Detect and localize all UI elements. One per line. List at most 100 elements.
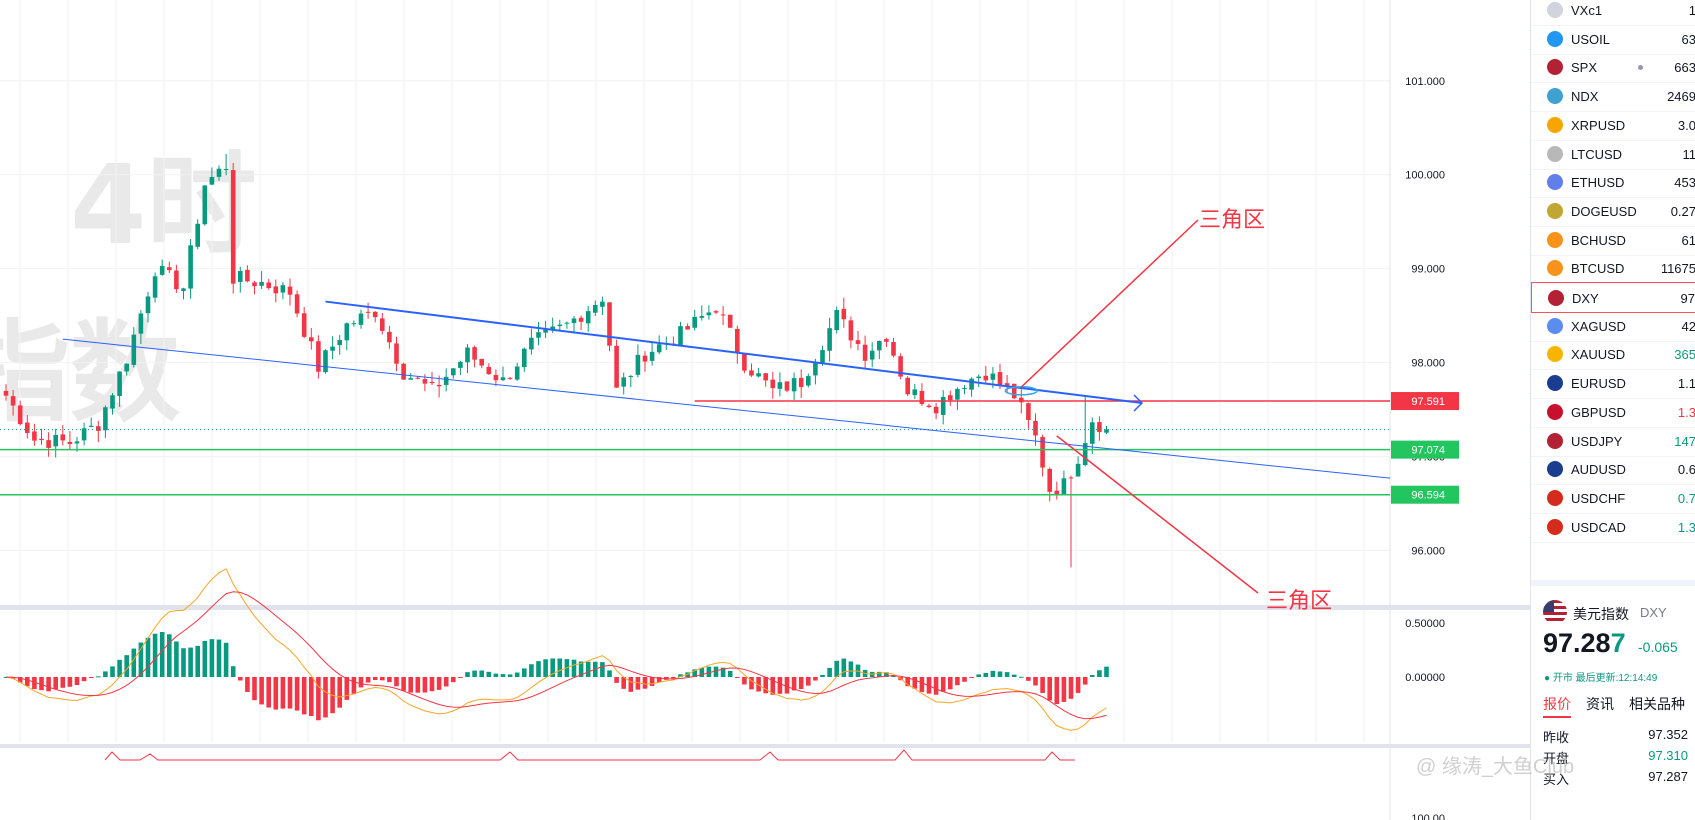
macd-bar: [458, 677, 463, 678]
macd-bar: [1104, 666, 1109, 677]
watchlist-row-ethusd[interactable]: ETHUSD 453: [1531, 167, 1695, 199]
watchlist-row-usdcad[interactable]: USDCAD 1.3: [1531, 512, 1695, 543]
candle: [976, 376, 981, 379]
us-flag-icon: [1543, 600, 1567, 624]
macd-bar: [948, 677, 953, 690]
macd-bar: [1090, 675, 1095, 677]
watchlist-price: 0.27: [1670, 203, 1695, 219]
watchlist-row-btcusd[interactable]: BTCUSD 11675: [1531, 253, 1695, 285]
candle: [252, 282, 257, 287]
macd-bar: [486, 671, 492, 677]
macd-bar: [976, 674, 981, 677]
candle: [699, 316, 705, 318]
macd-bar: [472, 670, 477, 677]
candle: [309, 337, 314, 342]
macd-axis-tick: 0.00000: [1405, 672, 1445, 684]
macd-bar: [806, 677, 811, 686]
candle: [259, 281, 264, 286]
candle: [1054, 490, 1060, 495]
watchlist-symbol: ETHUSD: [1571, 175, 1625, 191]
watchlist-row-usoil[interactable]: USOIL 63: [1531, 24, 1695, 55]
watchlist-price: 2469: [1667, 89, 1695, 105]
macd-bar: [955, 677, 960, 686]
bchusd-icon: [1547, 231, 1563, 248]
candle: [32, 431, 37, 441]
candle: [912, 389, 918, 396]
macd-bar: [600, 662, 605, 677]
price-axis-tick: 96.000: [1411, 546, 1445, 558]
macd-bar: [529, 664, 534, 677]
candle: [1082, 443, 1088, 465]
macd-bar: [1082, 677, 1088, 685]
watchlist-price: 63: [1681, 31, 1695, 47]
macd-bar: [266, 677, 271, 708]
candle: [88, 425, 94, 427]
watchlist-row-gbpusd[interactable]: GBPUSD 1.3: [1531, 397, 1695, 428]
tab-quote[interactable]: 报价: [1543, 696, 1571, 712]
candle: [713, 311, 719, 313]
tab-news[interactable]: 资讯: [1586, 696, 1614, 712]
candle: [238, 271, 243, 282]
macd-bar: [1040, 677, 1045, 693]
watchlist-symbol: AUDUSD: [1571, 462, 1626, 478]
candle: [557, 324, 563, 327]
watchlist-row-bchusd[interactable]: BCHUSD 61: [1531, 225, 1695, 256]
watchlist-row-usdchf[interactable]: USDCHF 0.7: [1531, 483, 1695, 514]
candle: [763, 373, 768, 381]
macd-bar: [1004, 672, 1010, 677]
watchlist-row-xrpusd[interactable]: XRPUSD 3.0: [1531, 110, 1695, 141]
watchlist-row-xagusd[interactable]: XAGUSD 42: [1531, 311, 1695, 342]
watchlist-symbol: XAGUSD: [1571, 318, 1626, 334]
candle: [1004, 383, 1010, 386]
watchlist-row-spx[interactable]: SPX 663: [1531, 52, 1695, 84]
usoil-icon: [1547, 30, 1563, 47]
macd-bar: [990, 670, 996, 677]
macd-bar: [436, 677, 442, 690]
watchlist-row-dxy[interactable]: DXY 97: [1531, 282, 1695, 313]
watchlist-row-usdjpy[interactable]: USDJPY 147: [1531, 426, 1695, 457]
candle: [486, 366, 492, 375]
watchlist-row-vxc1[interactable]: VXc1 1: [1531, 0, 1695, 26]
watchlist-symbol: XAUUSD: [1571, 347, 1626, 363]
chart-area[interactable]: ，4时 指数 三角区三角区101.000100.00099.00098.0009…: [0, 0, 1530, 820]
watchlist-symbol: LTCUSD: [1571, 146, 1623, 162]
macd-bar: [706, 666, 712, 677]
watchlist-row-xauusd[interactable]: XAUUSD 365: [1531, 339, 1695, 371]
macd-bar: [74, 677, 80, 686]
macd-bar: [301, 677, 307, 715]
watchlist-row-ltcusd[interactable]: LTCUSD 11: [1531, 139, 1695, 170]
macd-bar: [571, 659, 577, 677]
price-chart-svg[interactable]: 三角区三角区101.000100.00099.00098.00097.00096…: [0, 0, 1530, 820]
candle: [813, 362, 818, 376]
candle: [394, 343, 399, 364]
candle: [436, 384, 442, 387]
candle: [898, 356, 903, 377]
detail-row-value: 97.287: [1648, 769, 1688, 784]
candle: [493, 375, 499, 381]
watchlist-row-dogeusd[interactable]: DOGEUSD 0.27: [1531, 196, 1695, 227]
candle: [117, 371, 122, 396]
candle: [358, 313, 364, 325]
candle: [365, 311, 371, 313]
macd-bar: [159, 632, 165, 677]
watchlist-row-eurusd[interactable]: EURUSD 1.1: [1531, 368, 1695, 400]
tab-related[interactable]: 相关品种: [1629, 696, 1685, 712]
candle: [266, 282, 271, 288]
candle: [46, 440, 51, 448]
watchlist-price: 453: [1674, 175, 1695, 191]
macd-bar: [543, 659, 548, 677]
macd-bar: [32, 677, 37, 690]
candle: [926, 405, 932, 408]
watchlist-row-audusd[interactable]: AUDUSD 0.6: [1531, 454, 1695, 486]
macd-bar: [735, 677, 740, 678]
macd-bar: [316, 677, 321, 721]
candle: [124, 363, 129, 372]
candle: [174, 270, 179, 290]
watchlist-row-ndx[interactable]: NDX 2469: [1531, 81, 1695, 113]
candle: [593, 304, 598, 313]
candle: [1097, 422, 1102, 433]
candle: [202, 185, 208, 225]
watchlist-symbol: DXY: [1572, 291, 1599, 306]
macd-bar: [742, 677, 747, 685]
watchlist-price: 1.1: [1677, 376, 1695, 392]
